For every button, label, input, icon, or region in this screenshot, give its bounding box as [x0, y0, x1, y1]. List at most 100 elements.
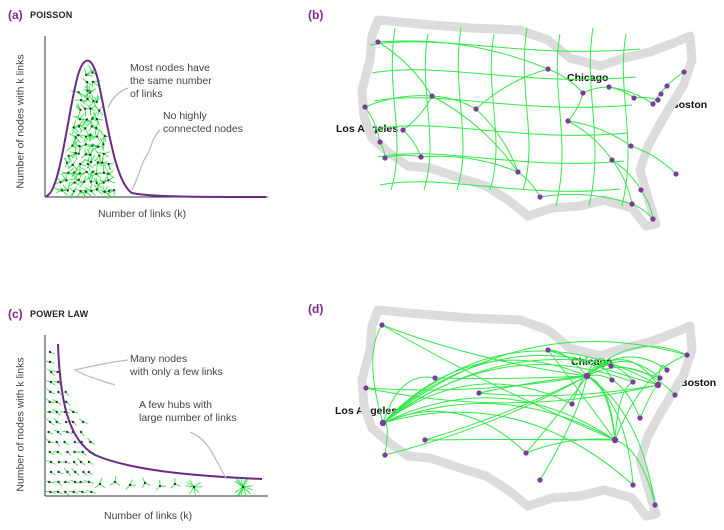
panel-c-annotation-1: Many nodes with only a few links: [130, 353, 223, 379]
network-edge: [567, 120, 632, 147]
network-node: [631, 95, 637, 101]
poisson-node: [83, 127, 87, 130]
network-edge: [475, 108, 519, 173]
power-node: [63, 440, 66, 444]
panel-c-title: POWER LAW: [30, 309, 89, 319]
poisson-link: [96, 182, 102, 189]
panel-a-plot: [44, 36, 268, 199]
network-edge: [364, 106, 381, 143]
poisson-node: [84, 143, 87, 146]
panel-c-tag: (c): [8, 307, 23, 321]
network-node: [609, 377, 615, 383]
poisson-link: [83, 92, 91, 98]
power-node: [49, 380, 53, 384]
power-link: [186, 485, 195, 488]
panel-a-xlabel: Number of links (k): [98, 208, 187, 220]
poisson-node: [77, 125, 81, 128]
network-edge: [375, 125, 629, 136]
network-edge: [420, 155, 519, 173]
poisson-node: [78, 162, 82, 166]
power-node: [49, 460, 53, 464]
power-node: [173, 482, 177, 486]
annotation-pointer: [189, 431, 227, 479]
poisson-link: [91, 93, 95, 102]
network-edge: [478, 375, 588, 394]
network-edge: [382, 397, 616, 441]
network-node: [630, 482, 636, 488]
power-node: [82, 470, 85, 474]
poisson-node: [78, 118, 82, 121]
network-edge: [382, 358, 661, 424]
power-node: [87, 460, 91, 464]
network-node: [628, 143, 634, 149]
power-node: [79, 460, 83, 464]
poisson-node: [95, 172, 98, 176]
network-node: [429, 93, 435, 99]
city-label-chicago-b: Chicago: [567, 72, 609, 84]
network-node: [684, 352, 690, 358]
poisson-link: [92, 80, 101, 83]
power-law-curve: [57, 343, 263, 480]
poisson-link: [96, 182, 100, 190]
network-edge: [567, 92, 584, 122]
poisson-node: [107, 189, 111, 193]
network-edge: [547, 349, 659, 386]
network-node: [523, 450, 529, 456]
poisson-link: [84, 128, 90, 135]
power-node: [56, 490, 60, 494]
poisson-link: [100, 179, 109, 182]
power-node: [49, 390, 52, 394]
poisson-node: [95, 117, 99, 121]
poisson-node: [86, 89, 89, 92]
network-edge: [369, 41, 641, 52]
power-node: [66, 470, 69, 474]
network-edge: [522, 27, 530, 191]
poisson-node: [91, 71, 94, 74]
network-edge: [456, 27, 464, 191]
poisson-node: [86, 97, 89, 101]
network-node: [650, 216, 656, 222]
power-node: [47, 430, 50, 434]
poisson-link: [83, 159, 92, 163]
power-link: [242, 486, 253, 491]
poisson-node: [112, 188, 116, 192]
poisson-link: [59, 187, 68, 191]
poisson-link: [78, 173, 83, 181]
network-edge: [365, 384, 659, 404]
poisson-node: [90, 189, 93, 193]
network-node: [422, 437, 428, 443]
network-edge: [382, 350, 659, 424]
network-edge: [547, 68, 584, 94]
network-edge: [381, 324, 588, 377]
network-edge: [555, 33, 563, 207]
power-node: [56, 450, 60, 454]
power-link: [242, 486, 247, 497]
network-node: [673, 171, 679, 177]
panel-c-node-network: [44, 350, 253, 497]
power-node: [49, 490, 52, 494]
network-edge: [381, 324, 616, 441]
poisson-node: [97, 109, 101, 112]
power-node: [55, 420, 59, 424]
network-edge: [640, 189, 654, 220]
network-edge: [582, 86, 610, 94]
power-node: [64, 480, 67, 484]
network-edge: [434, 375, 588, 380]
network-node: [515, 169, 521, 175]
panel-a-tag: (a): [8, 8, 23, 22]
network-edge: [588, 27, 596, 207]
power-node: [47, 480, 51, 484]
network-node: [400, 127, 406, 133]
panel-a-node-network: [52, 65, 116, 199]
power-node: [49, 370, 53, 374]
poisson-node: [90, 125, 94, 128]
network-edge: [372, 324, 384, 424]
annotation-line: the same number: [130, 75, 212, 87]
power-link: [193, 482, 201, 488]
poisson-link: [103, 151, 111, 155]
poisson-link: [96, 189, 103, 195]
annotation-line: large number of links: [139, 412, 237, 424]
network-edge: [525, 438, 616, 454]
network-edge: [431, 95, 477, 110]
network-node: [606, 84, 612, 90]
